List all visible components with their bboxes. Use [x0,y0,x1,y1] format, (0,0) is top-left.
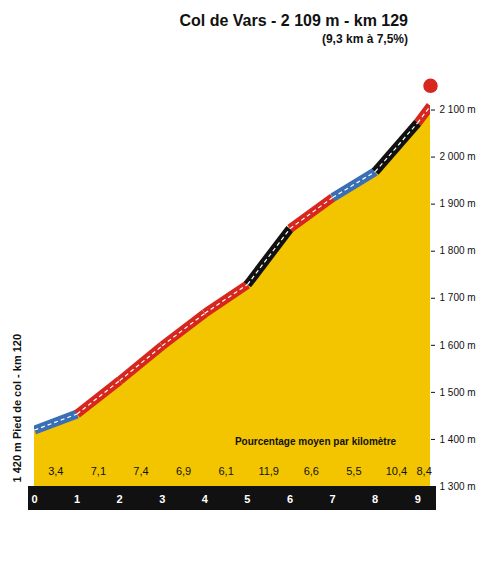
svg-text:2 000 m: 2 000 m [440,151,476,162]
svg-text:1 420 m Pied de col - km 120: 1 420 m Pied de col - km 120 [11,334,23,483]
svg-text:1 700 m: 1 700 m [440,292,476,303]
svg-text:1 500 m: 1 500 m [440,387,476,398]
svg-text:6,6: 6,6 [304,465,319,477]
html-text:(9,3 km à 7,5%): (9,3 km à 7,5%) [322,32,408,46]
svg-text:1 900 m: 1 900 m [440,198,476,209]
svg-text:8: 8 [372,493,378,505]
html-text:Col de Vars - 2 109 m - km 129: Col de Vars - 2 109 m - km 129 [179,12,408,29]
svg-text:9: 9 [415,493,421,505]
svg-text:0: 0 [31,493,37,505]
svg-text:1: 1 [74,493,80,505]
svg-text:5: 5 [244,493,250,505]
svg-text:6,9: 6,9 [176,465,191,477]
svg-text:2: 2 [117,493,123,505]
svg-text:7,1: 7,1 [91,465,106,477]
svg-text:2 100 m: 2 100 m [440,104,476,115]
svg-text:Pourcentage moyen par kilomètr: Pourcentage moyen par kilomètre [235,436,397,447]
svg-text:1 600 m: 1 600 m [440,340,476,351]
svg-text:1 400 m: 1 400 m [440,434,476,445]
svg-text:7: 7 [330,493,336,505]
svg-text:7,4: 7,4 [133,465,148,477]
svg-text:11,9: 11,9 [258,465,279,477]
svg-text:4: 4 [202,493,209,505]
svg-text:5,5: 5,5 [346,465,361,477]
svg-text:10,4: 10,4 [386,465,407,477]
svg-text:3: 3 [159,493,165,505]
svg-text:1 800 m: 1 800 m [440,245,476,256]
svg-text:6,1: 6,1 [218,465,233,477]
svg-text:3,4: 3,4 [48,465,63,477]
svg-text:6: 6 [287,493,293,505]
svg-text:8,4: 8,4 [416,465,431,477]
svg-text:1 300 m: 1 300 m [440,481,476,492]
